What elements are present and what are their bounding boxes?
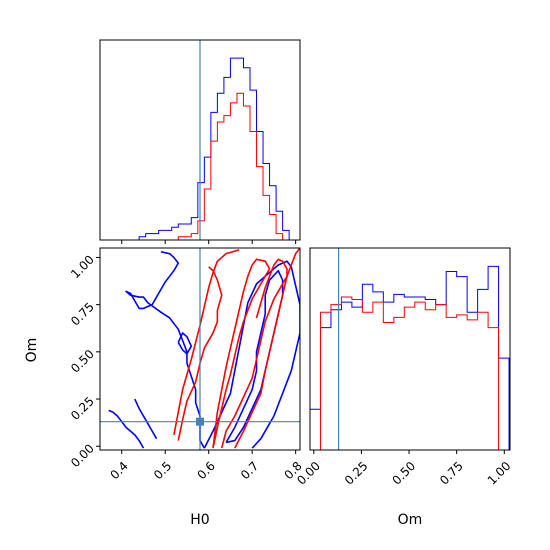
joint-frame	[99, 247, 301, 451]
contour-series-1	[234, 248, 300, 449]
joint-x-ticks: 0.4 0.5 0.6 0.7 0.8	[108, 450, 305, 482]
hist-Om-frame	[309, 247, 511, 451]
contour-series-1	[220, 258, 288, 449]
x-tick-label: 0.4	[108, 459, 131, 482]
hist-H0-x-ticks	[121, 240, 297, 244]
y-tick-label: 0.75	[68, 300, 97, 329]
contour-series-0	[203, 260, 300, 449]
y-axis-label-Om: Om	[24, 338, 40, 363]
x-tick-label: 0.5	[151, 459, 174, 482]
hist-H0-series	[100, 57, 296, 240]
hist-step-series-0	[310, 265, 510, 450]
contour-series-0	[108, 409, 145, 449]
panel-hist-Om: 0.00 0.25 0.50 0.75 1.00 Om	[294, 247, 513, 528]
truth-marker	[196, 417, 204, 426]
x-tick-label: 0.75	[437, 459, 466, 488]
y-tick-label: 0.50	[68, 347, 97, 376]
hist-step-series-1	[310, 296, 510, 450]
contour-series-0	[177, 332, 193, 355]
contour-series-0	[225, 269, 284, 444]
hist-Om-series	[310, 265, 510, 450]
x-tick-label: 1.00	[485, 459, 514, 488]
contour-series-1	[212, 258, 271, 449]
joint-y-ticks: 0.00 0.25 0.50 0.75 1.00	[68, 252, 100, 470]
x-tick-label: 0.25	[342, 459, 371, 488]
hist-step-series-1	[100, 92, 296, 240]
panel-joint-H0-Om: 0.4 0.5 0.6 0.7 0.8 0.000.250.500.751.00 H0 …	[24, 247, 305, 528]
y-tick-label: 0.00	[68, 441, 97, 470]
x-tick-label: 0.6	[194, 459, 217, 482]
hist-Om-x-ticks: 0.00 0.25 0.50 0.75 1.00	[294, 450, 513, 488]
joint-contours	[108, 248, 300, 449]
y-tick-label: 0.25	[68, 394, 97, 423]
x-tick-label: 0.50	[389, 459, 418, 488]
x-tick-label: 0.7	[238, 459, 261, 482]
contour-series-0	[134, 398, 158, 440]
contour-series-0	[125, 250, 206, 449]
x-axis-label-H0: H0	[190, 512, 209, 528]
x-axis-label-Om: Om	[398, 512, 423, 528]
hist-H0-frame	[99, 39, 301, 241]
panel-hist-H0	[99, 39, 301, 244]
hist-step-series-0	[100, 57, 296, 240]
y-tick-label: 1.00	[68, 252, 97, 281]
contour-series-1	[177, 266, 223, 441]
